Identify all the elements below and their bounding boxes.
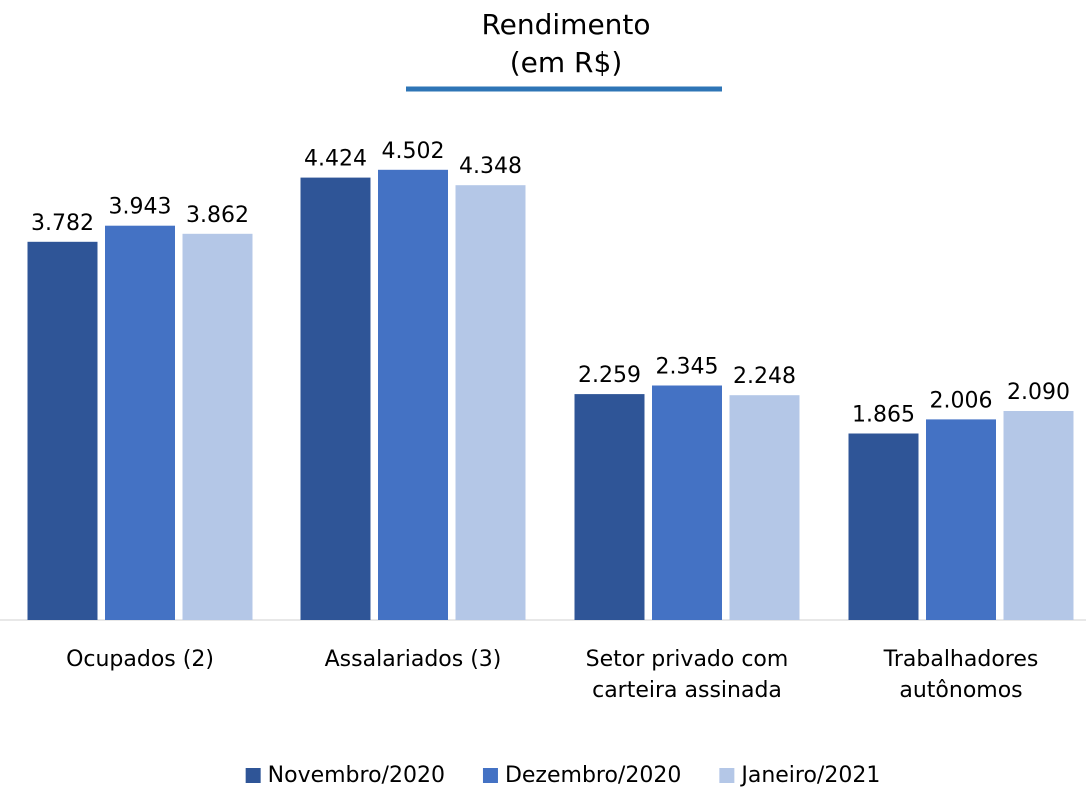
legend-swatch — [482, 768, 498, 783]
bar — [27, 241, 98, 621]
data-label: 2.248 — [733, 364, 796, 389]
data-label: 1.865 — [852, 403, 915, 428]
bar — [926, 419, 996, 620]
data-label: 3.862 — [186, 203, 249, 228]
chart-subtitle: (em R$) — [510, 46, 623, 79]
data-label: 3.943 — [109, 195, 172, 220]
bar — [455, 185, 526, 620]
legend-label: Dezembro/2020 — [505, 763, 681, 788]
x-tick-label: Trabalhadores autônomos — [883, 647, 1039, 703]
chart-title: Rendimento — [481, 8, 650, 41]
bar — [729, 395, 800, 620]
data-label: 3.782 — [31, 211, 94, 236]
data-label: 4.502 — [382, 139, 445, 164]
legend-label: Novembro/2020 — [268, 763, 445, 788]
bar — [848, 433, 919, 620]
data-label: 2.090 — [1007, 380, 1070, 405]
bar — [652, 385, 722, 620]
bar — [182, 233, 253, 621]
legend-swatch — [719, 768, 735, 783]
bar — [1003, 411, 1074, 620]
x-tick-label: Ocupados (2) — [66, 647, 214, 672]
data-label: 4.424 — [304, 147, 367, 172]
data-label: 2.345 — [656, 355, 719, 380]
x-tick-label: Assalariados (3) — [324, 647, 502, 672]
bar — [105, 225, 175, 620]
legend-label: Janeiro/2021 — [739, 763, 880, 788]
legend-swatch — [245, 768, 261, 783]
data-label: 2.259 — [578, 363, 641, 388]
data-label: 2.006 — [930, 388, 993, 413]
data-label: 4.348 — [459, 154, 522, 179]
bar — [378, 169, 448, 621]
bar — [300, 177, 371, 620]
bar — [574, 394, 645, 620]
x-tick-label: Setor privado com carteira assinada — [585, 647, 789, 703]
